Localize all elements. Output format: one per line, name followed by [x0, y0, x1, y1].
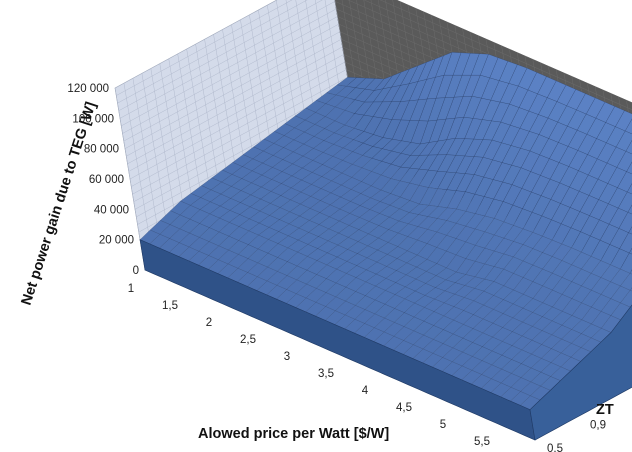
- z-tick-label: 60 000: [89, 174, 124, 186]
- surface-patch: [626, 161, 632, 175]
- x-tick-label: 4: [362, 385, 369, 397]
- x-tick-label: 4,5: [396, 402, 412, 414]
- x-tick-label: 2: [206, 317, 212, 329]
- x-tick-label: 5,5: [474, 436, 490, 448]
- z-tick-label: 40 000: [94, 204, 129, 216]
- z-tick-label: 80 000: [84, 144, 119, 156]
- x-tick-label: 1,5: [162, 300, 178, 312]
- wall-grid-line: [119, 1, 336, 119]
- x-tick-label: 2,5: [240, 334, 256, 346]
- wall-grid-line: [117, 0, 308, 104]
- x-tick-label: 5: [440, 419, 446, 431]
- surface-patch: [628, 247, 632, 255]
- x-tick-label: 1: [128, 283, 134, 295]
- y-axis-title: ZT: [596, 402, 614, 418]
- z-tick-label: 20 000: [99, 235, 134, 247]
- z-axis-ticks: 0 20 000 40 000 60 000 80 000 100 000 120 000: [67, 83, 139, 277]
- x-tick-label: 3: [284, 351, 290, 363]
- surface-patch: [627, 204, 632, 215]
- wall-grid-line: [131, 69, 347, 187]
- wall-grid-line: [121, 8, 337, 127]
- wall-grid-line: [114, 0, 278, 89]
- z-tick-label: 100 000: [72, 113, 114, 125]
- surface-patch: [616, 150, 632, 172]
- y-axis-ticks: 0,50,91,31,72,12,5: [547, 420, 606, 452]
- x-tick-label: 3,5: [318, 368, 334, 380]
- surface-patch: [615, 130, 632, 152]
- wall-grid-line: [132, 76, 348, 195]
- wall-grid-line: [124, 31, 341, 149]
- surface-patch: [626, 183, 632, 195]
- x-axis-ticks: 11,522,533,544,555,56: [128, 283, 490, 448]
- y-tick-label: 0,9: [590, 420, 606, 432]
- wall-grid-line: [126, 39, 342, 157]
- wall-grid-line: [122, 16, 338, 134]
- back-grid-line: [379, 0, 632, 110]
- z-tick-label: 0: [133, 265, 139, 277]
- y-tick-label: 0,5: [547, 443, 563, 452]
- x-axis-title: Alowed price per Watt [$/W]: [198, 426, 389, 442]
- z-tick-label: 120 000: [67, 83, 109, 95]
- z-axis-title: Net power gain due to TEG [W]: [19, 100, 100, 307]
- wall-grid-line: [123, 23, 339, 142]
- wall-grid-line: [118, 0, 323, 111]
- wall-grid-line: [116, 0, 293, 96]
- back-grid-line: [396, 0, 632, 103]
- surface-side-face: [529, 304, 632, 441]
- wall-grid-line: [128, 54, 344, 172]
- wall-grid-line: [129, 61, 346, 180]
- surface-patch: [628, 226, 632, 235]
- surface: [139, 51, 632, 441]
- surface-patch: [620, 289, 632, 308]
- wall-grid-line: [127, 46, 343, 165]
